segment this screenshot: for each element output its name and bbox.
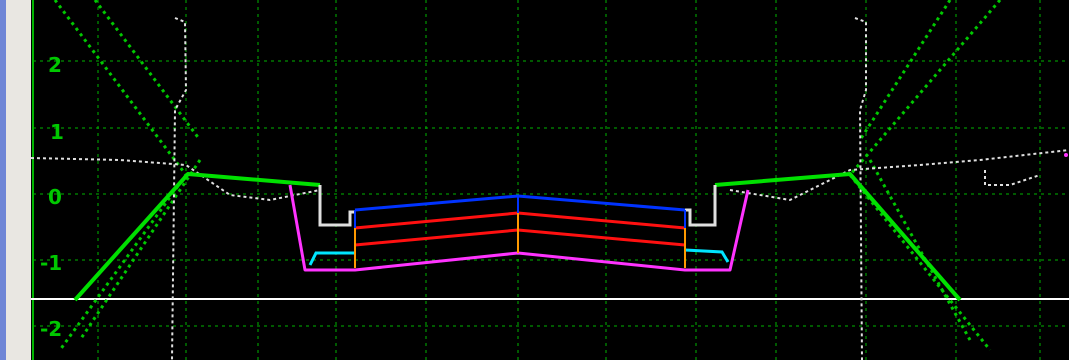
gutters <box>308 248 730 266</box>
slope-limit-line <box>58 174 188 351</box>
curb-right <box>685 185 717 227</box>
pavement-layer-2 <box>354 228 686 247</box>
slope-limit-line <box>93 0 202 141</box>
slope-limit-line <box>78 159 202 341</box>
left-window-frame <box>0 0 31 360</box>
gutter-right <box>684 248 730 263</box>
y-label-0: 0 <box>48 185 62 209</box>
y-label-minus-1: -1 <box>40 251 62 275</box>
slope-limit-line <box>53 0 188 176</box>
y-label-2: 2 <box>48 53 62 77</box>
right-edge-marker <box>1064 153 1068 157</box>
frame-edge-blue <box>0 0 6 360</box>
curb-left <box>318 185 355 227</box>
pavement-top <box>354 194 686 212</box>
side-slopes <box>73 172 962 302</box>
existing-ground-right <box>729 149 1069 202</box>
side-slope-left <box>73 172 321 302</box>
pavement-layers <box>354 194 686 247</box>
existing-ground-step <box>984 170 1041 186</box>
pavement-layer-1 <box>354 211 686 230</box>
slope-limit-line <box>858 0 952 141</box>
slope-limit-line <box>868 159 972 341</box>
gutter-left <box>308 251 355 266</box>
slope-limit-line <box>848 174 992 351</box>
pavement-edges <box>354 196 686 268</box>
existing-ground <box>31 17 1069 360</box>
y-axis-labels: 2 1 0 -1 -2 <box>40 53 64 341</box>
horizontal-grid <box>33 60 1069 327</box>
curbs <box>318 185 717 227</box>
y-label-1: 1 <box>50 120 64 144</box>
side-slope-right <box>714 172 962 302</box>
existing-ground-left <box>31 157 321 202</box>
existing-vertical-right <box>854 17 867 360</box>
slope-limit-line <box>848 0 1002 176</box>
cross-section-canvas[interactable]: 2 1 0 -1 -2 <box>31 0 1069 360</box>
frame-edge-gray <box>6 0 31 360</box>
y-label-minus-2: -2 <box>40 317 62 341</box>
slope-limit-lines <box>53 0 1002 351</box>
existing-vertical-left <box>171 17 188 360</box>
